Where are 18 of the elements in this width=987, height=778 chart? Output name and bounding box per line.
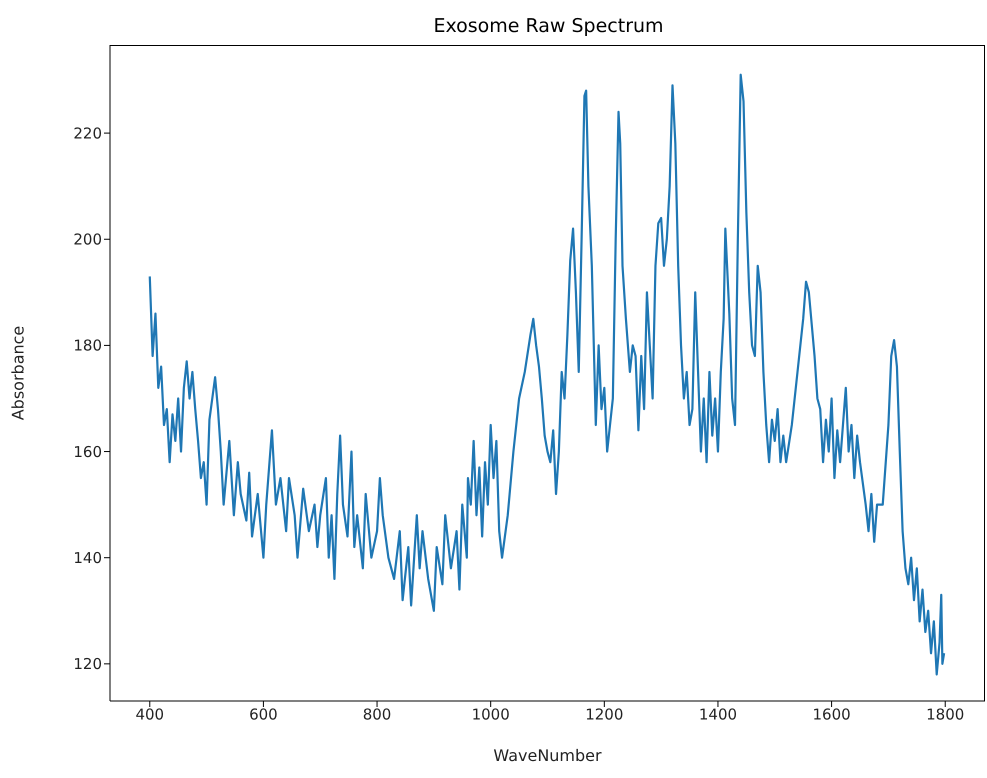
y-tick-label: 140 bbox=[73, 549, 102, 568]
x-tick-label: 1400 bbox=[698, 706, 738, 724]
x-tick-label: 400 bbox=[135, 706, 164, 724]
y-tick-label: 120 bbox=[73, 655, 102, 674]
y-tick-label: 220 bbox=[73, 124, 102, 142]
y-tick-label: 160 bbox=[73, 442, 102, 461]
y-axis-title: Absorbance bbox=[8, 326, 28, 420]
x-axis-title: WaveNumber bbox=[493, 746, 602, 765]
chart-title: Exosome Raw Spectrum bbox=[432, 14, 665, 39]
line-series bbox=[148, 74, 946, 676]
y-tick-label: 200 bbox=[73, 230, 102, 249]
x-tick-label: 1200 bbox=[585, 706, 624, 724]
x-tick-label: 1000 bbox=[472, 706, 510, 724]
x-tick-label: 600 bbox=[249, 706, 278, 724]
x-tick-label: 1800 bbox=[926, 706, 964, 724]
x-tick-label: 800 bbox=[362, 706, 392, 724]
y-tick-label: 180 bbox=[73, 336, 102, 355]
x-tick-label: 1600 bbox=[812, 706, 851, 724]
